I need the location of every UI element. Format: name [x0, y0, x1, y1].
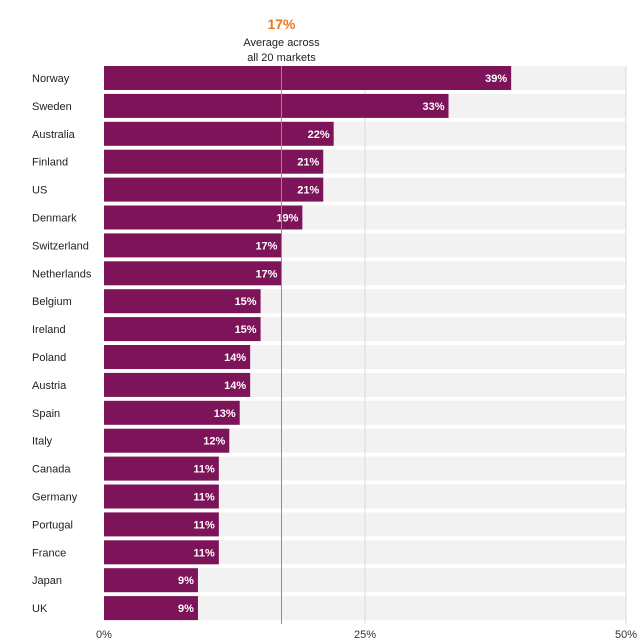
bar-value-label: 11% [193, 547, 215, 559]
bar-value-label: 19% [276, 213, 298, 225]
x-tick-label: 50% [615, 629, 637, 641]
bar [104, 428, 230, 453]
category-label: France [32, 547, 66, 559]
category-label: Spain [32, 408, 60, 420]
bar-value-label: 11% [193, 519, 215, 531]
category-label: Netherlands [32, 268, 92, 280]
average-value-label: 17% [267, 16, 296, 32]
category-label: Finland [32, 157, 68, 169]
category-label: Canada [32, 464, 71, 476]
category-label: Ireland [32, 324, 66, 336]
bar [104, 400, 240, 425]
bar [104, 93, 449, 118]
bar-value-label: 9% [178, 575, 194, 587]
x-axis: 0% 25% 50% [96, 629, 637, 641]
bar-value-label: 17% [255, 268, 277, 280]
bar-value-label: 12% [203, 436, 225, 448]
bar [104, 317, 261, 342]
average-caption-line-1: Average across [243, 37, 320, 49]
category-label: Switzerland [32, 240, 89, 252]
category-label: Portugal [32, 519, 73, 531]
bar [104, 345, 251, 369]
category-label: Denmark [32, 213, 77, 225]
category-label: Poland [32, 352, 66, 364]
bar-value-label: 21% [297, 185, 319, 197]
bar [104, 456, 219, 481]
x-tick-label: 0% [96, 629, 112, 641]
bar-value-label: 14% [224, 380, 246, 392]
category-label: UK [32, 603, 48, 615]
bar-value-label: 17% [255, 240, 277, 252]
bar-value-label: 13% [214, 408, 236, 420]
bar-value-label: 15% [235, 296, 257, 308]
category-label: Austria [32, 380, 67, 392]
x-tick-label: 25% [354, 629, 376, 641]
bar [104, 205, 303, 230]
category-label: Norway [32, 73, 70, 85]
average-reference: 17% Average across all 20 markets [243, 16, 320, 624]
bar-value-label: 11% [193, 464, 215, 476]
category-label: Sweden [32, 101, 72, 113]
average-caption-line-2: all 20 markets [247, 52, 316, 64]
bar-value-label: 33% [422, 101, 444, 113]
bar [104, 568, 198, 593]
category-label: Australia [32, 129, 76, 141]
bar [104, 540, 219, 565]
bar-value-label: 15% [235, 324, 257, 336]
bar-value-label: 22% [308, 129, 330, 141]
bar [104, 261, 282, 286]
category-label: Belgium [32, 296, 72, 308]
bar [104, 149, 324, 174]
bar [104, 177, 324, 202]
bar [104, 233, 282, 258]
bar [104, 66, 512, 90]
category-label: US [32, 185, 47, 197]
bar-value-label: 11% [193, 492, 215, 504]
bar-value-label: 39% [485, 73, 507, 85]
bar-value-label: 9% [178, 603, 194, 615]
bar [104, 372, 251, 397]
category-label: Germany [32, 492, 78, 504]
bar-value-label: 14% [224, 352, 246, 364]
bar [104, 289, 261, 314]
bars: 39% 33% 22% 21% 21% 19% 17% 17% 15% 15% 14% 14% 13% 1… [104, 66, 512, 621]
bar-value-label: 21% [297, 157, 319, 169]
gridlines [364, 66, 627, 624]
category-label: Japan [32, 575, 62, 587]
category-label: Italy [32, 436, 53, 448]
bar [104, 596, 198, 621]
bar [104, 512, 219, 537]
bar [104, 121, 334, 146]
bar [104, 484, 219, 509]
